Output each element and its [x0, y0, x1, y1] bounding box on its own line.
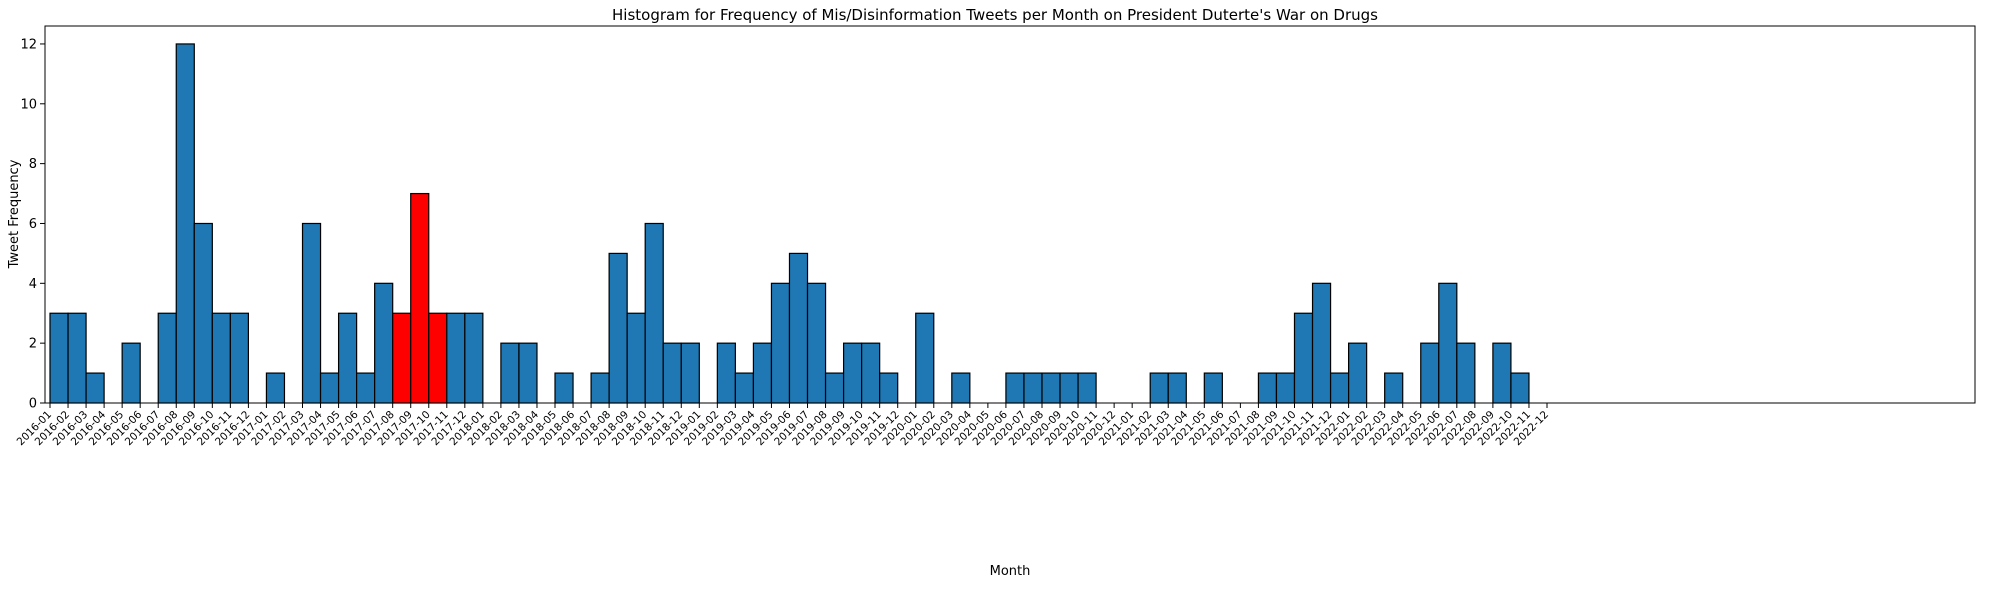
bar-2022-07: [1456, 342, 1476, 404]
bar-2016-05: [121, 342, 141, 404]
bar-2017-04: [319, 372, 340, 404]
bar-2020-03: [951, 372, 971, 404]
y-tick-label: 10: [20, 97, 37, 112]
bar-2021-12: [1329, 372, 1350, 404]
bar-2017-05: [337, 312, 358, 404]
bar-2017-07: [374, 282, 394, 404]
y-tick-label: 0: [29, 397, 37, 412]
bar-2016-07: [157, 312, 177, 404]
bar-2019-05: [770, 282, 791, 404]
x-axis: 2016-012016-022016-032016-042016-052016-…: [15, 403, 1551, 448]
bar-2022-09: [1492, 342, 1512, 404]
bar-2021-05: [1203, 372, 1223, 404]
bar-2018-11: [662, 342, 682, 404]
y-tick-label: 4: [29, 277, 37, 292]
bar-2016-10: [211, 312, 231, 404]
y-tick-label: 12: [20, 37, 37, 52]
bar-2020-08: [1041, 372, 1061, 404]
bar-2016-03: [85, 372, 105, 404]
bar-2019-04: [752, 342, 773, 404]
bar-2018-09: [626, 312, 646, 404]
bar-2017-09: [410, 192, 430, 404]
x-axis-label: Month: [990, 564, 1031, 579]
bar-2016-02: [67, 312, 87, 404]
bar-2020-07: [1023, 372, 1043, 404]
bar-2022-06: [1438, 282, 1458, 404]
bar-2021-03: [1167, 372, 1187, 404]
bar-2019-03: [734, 372, 755, 404]
bars-group: [49, 43, 1530, 404]
bar-2018-12: [680, 342, 700, 404]
bar-2016-09: [193, 222, 213, 404]
bar-2018-08: [608, 252, 628, 404]
bar-2021-08: [1257, 372, 1278, 404]
bar-2018-02: [500, 342, 520, 404]
bar-2019-09: [842, 342, 863, 404]
bar-2020-09: [1059, 372, 1079, 404]
bar-2017-11: [446, 312, 466, 404]
bar-2022-01: [1347, 342, 1368, 404]
bar-2019-06: [788, 252, 809, 404]
y-axis-label: Tweet Frequency: [7, 159, 22, 269]
bar-2017-03: [301, 222, 322, 404]
chart-title: Histogram for Frequency of Mis/Disinform…: [612, 6, 1378, 24]
bar-2019-08: [824, 372, 845, 404]
bar-2019-02: [716, 342, 736, 404]
bar-2019-10: [861, 342, 881, 404]
bar-2020-06: [1005, 372, 1025, 404]
bar-2022-05: [1420, 342, 1440, 404]
y-axis: 0 2 4 6 8 10 12: [20, 37, 45, 412]
bar-2021-11: [1311, 282, 1332, 404]
bar-2022-03: [1384, 372, 1404, 404]
bar-2017-01: [265, 372, 286, 404]
y-tick-label: 8: [29, 157, 37, 172]
bar-2020-10: [1077, 372, 1097, 404]
bar-2018-10: [644, 222, 664, 404]
bar-2020-01: [915, 312, 935, 404]
bar-2016-08: [175, 43, 195, 404]
y-tick-label: 2: [29, 337, 37, 352]
bar-2018-05: [554, 372, 574, 404]
bar-2018-07: [590, 372, 610, 404]
bar-2017-10: [428, 312, 448, 404]
bar-2021-10: [1293, 312, 1314, 404]
bar-2019-07: [806, 282, 827, 404]
bar-2021-09: [1275, 372, 1296, 404]
bar-2017-06: [356, 372, 376, 404]
bar-2017-08: [392, 312, 412, 404]
plot-frame: [44, 25, 1976, 404]
bar-2017-12: [464, 312, 484, 404]
y-tick-label: 6: [29, 217, 37, 232]
bar-2016-01: [49, 312, 69, 404]
bar-2018-03: [518, 342, 538, 404]
bar-2021-02: [1149, 372, 1169, 404]
bar-2016-11: [229, 312, 250, 404]
bar-2022-10: [1510, 372, 1530, 404]
bar-2019-11: [879, 372, 899, 404]
